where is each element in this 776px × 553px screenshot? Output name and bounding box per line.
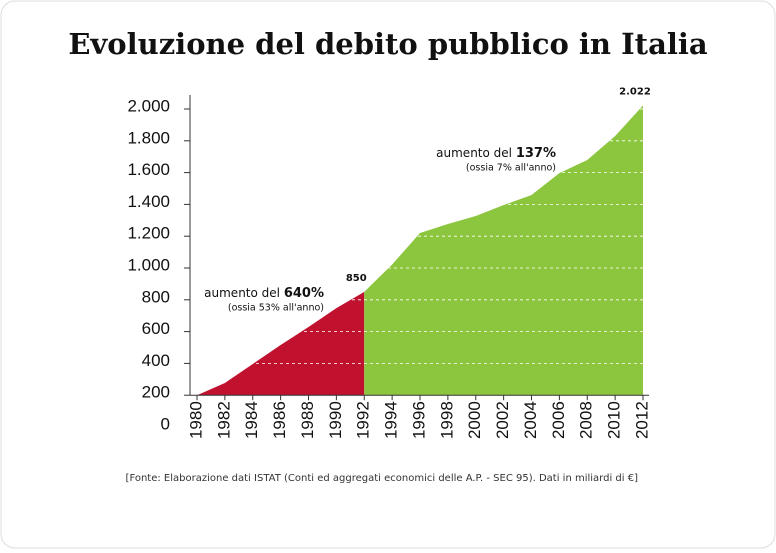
area — [364, 105, 643, 396]
x-tick-label: 2010 — [605, 401, 624, 439]
y-tick-label: 1.200 — [127, 224, 170, 243]
annotation: aumento del 137% — [436, 146, 556, 161]
y-tick-label: 200 — [142, 383, 170, 402]
annotation-text: aumento del — [436, 146, 512, 160]
x-tick-label: 1994 — [382, 401, 401, 439]
y-tick-label: 600 — [142, 319, 170, 338]
data-label: 2.022 — [619, 87, 651, 98]
source: [Fonte: Elaborazione dati ISTAT (Conti e… — [126, 473, 639, 484]
x-tick-label: 2012 — [632, 401, 651, 439]
x-tick-label: 1980 — [186, 401, 205, 439]
y-tick-label: 2.000 — [127, 96, 170, 115]
annotation-note: (ossia 53% all'anno) — [228, 303, 324, 314]
data-label: 850 — [346, 273, 367, 284]
y-tick-label: 800 — [142, 287, 170, 306]
x-tick-label: 2000 — [465, 401, 484, 439]
x-tick-label: 2006 — [549, 401, 568, 439]
y-tick-label: 1.600 — [127, 160, 170, 179]
chart-title: Evoluzione del debito pubblico in Italia — [68, 27, 708, 61]
x-tick-label: 1990 — [326, 401, 345, 439]
annotation-bold: 137% — [516, 146, 556, 161]
y-tick-label: 400 — [142, 351, 170, 370]
x-tick-label: 2008 — [577, 401, 596, 439]
x-tick-label: 1988 — [298, 401, 317, 439]
x-tick-label: 1982 — [214, 401, 233, 439]
x-tick-label: 1998 — [437, 401, 456, 439]
y-tick-label: 1.000 — [127, 255, 170, 274]
x-tick-label: 2002 — [493, 401, 512, 439]
annotation-note: (ossia 7% all'anno) — [466, 163, 556, 174]
x-tick-label: 1992 — [354, 401, 373, 439]
annotation-text: aumento del — [204, 286, 280, 300]
x-tick-label: 1996 — [409, 401, 428, 439]
annotation-bold: 640% — [284, 286, 324, 301]
x-tick-label: 1984 — [242, 401, 261, 439]
y-tick-label: 1.800 — [127, 128, 170, 147]
y-tick-label: 0 — [161, 414, 170, 433]
y-tick-label: 1.400 — [127, 192, 170, 211]
annotation: aumento del 640% — [204, 286, 324, 301]
area — [197, 291, 365, 396]
x-tick-label: 1986 — [270, 401, 289, 439]
x-tick-label: 2004 — [521, 401, 540, 439]
